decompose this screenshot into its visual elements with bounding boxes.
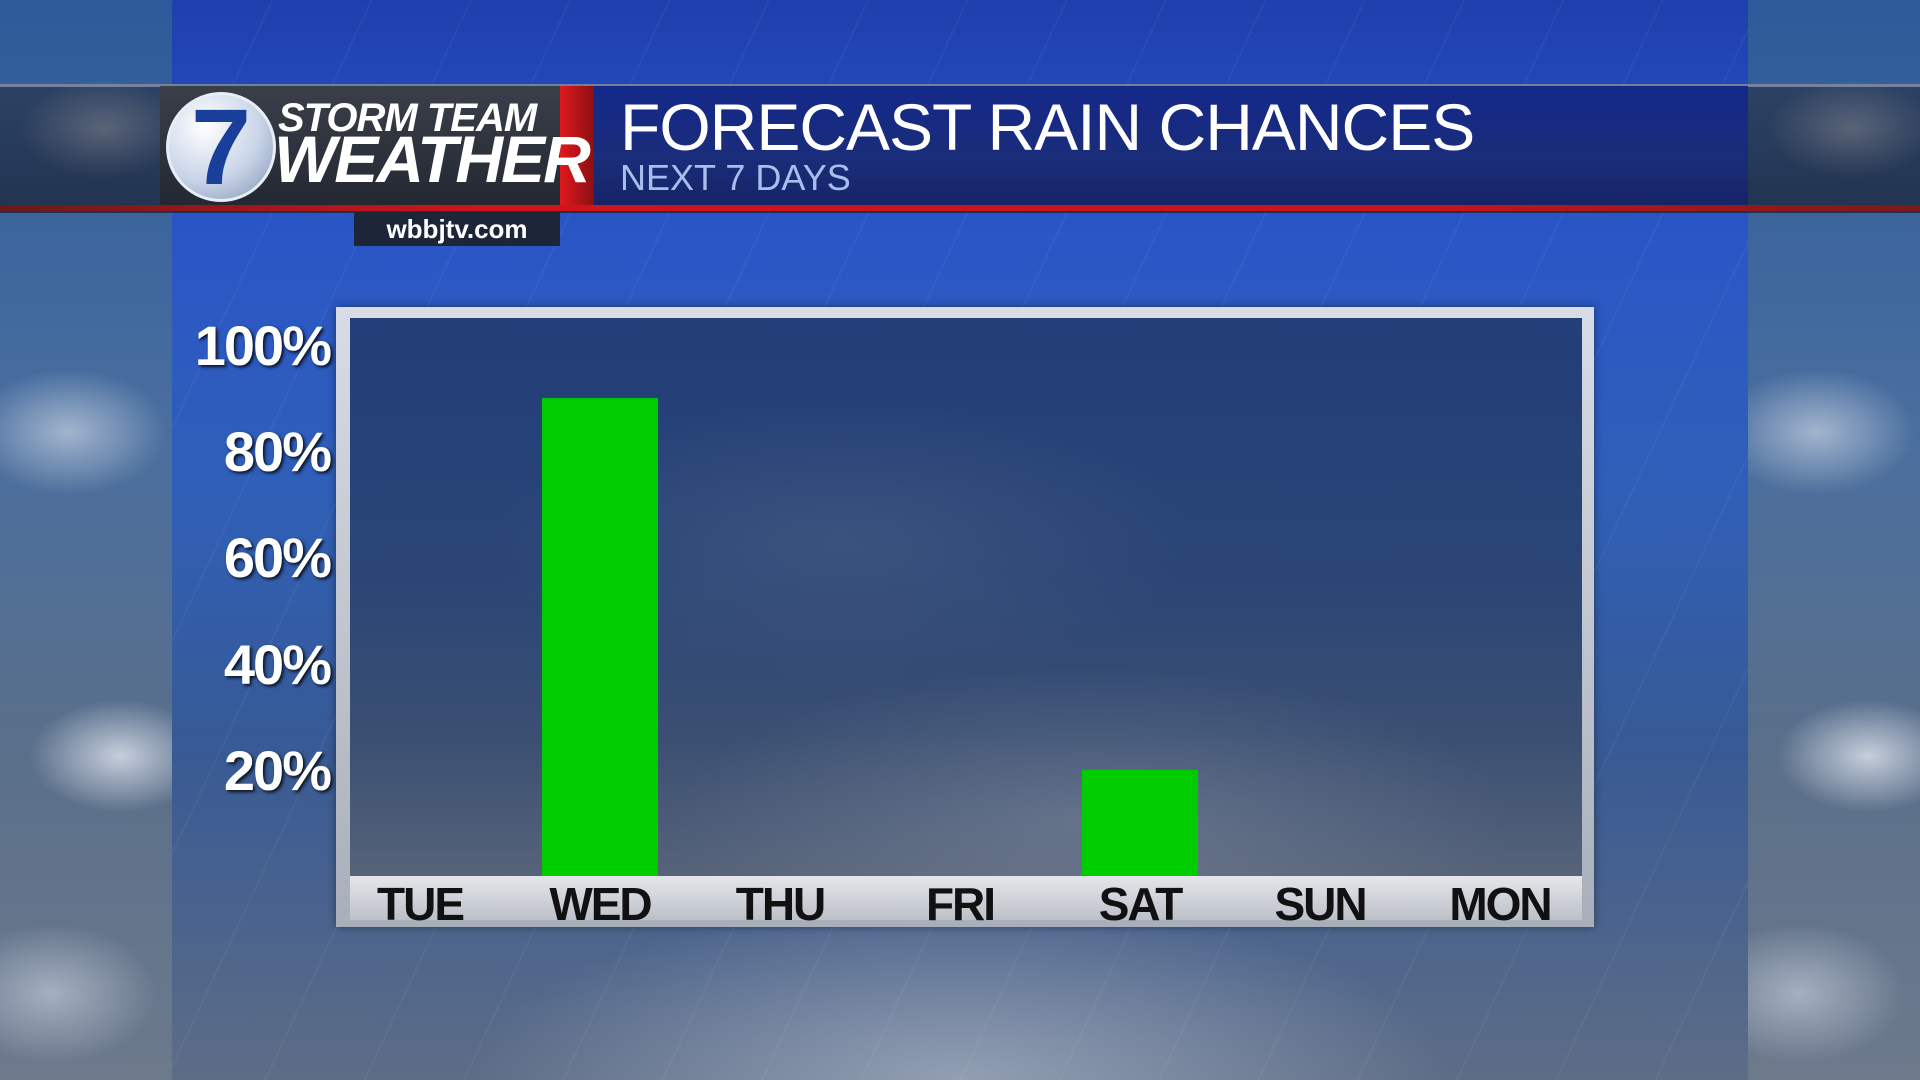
x-tick-thu: THU bbox=[735, 878, 827, 930]
logo-red-bar bbox=[560, 86, 594, 208]
bar-wed bbox=[542, 398, 658, 876]
bar-sat bbox=[1082, 769, 1198, 876]
x-tick-wed: WED bbox=[549, 878, 652, 930]
x-tick-mon: MON bbox=[1449, 878, 1552, 930]
logo-line2: WEATHER bbox=[274, 122, 591, 196]
y-tick-100: 100% bbox=[194, 314, 332, 377]
site-url: wbbjtv.com bbox=[354, 212, 560, 246]
chart-title: FORECAST RAIN CHANCES bbox=[620, 90, 1475, 164]
x-tick-sun: SUN bbox=[1274, 878, 1367, 930]
title-box bbox=[594, 86, 1748, 206]
logo-line1: STORM TEAM bbox=[278, 96, 537, 140]
x-axis-bar bbox=[350, 876, 1582, 920]
header-red-stripe bbox=[0, 205, 1920, 211]
chart-subtitle: NEXT 7 DAYS bbox=[620, 157, 851, 198]
y-tick-60: 60% bbox=[223, 526, 332, 590]
logo-circle-icon bbox=[166, 92, 276, 202]
logo-number: 7 bbox=[190, 86, 252, 207]
y-tick-40: 40% bbox=[223, 632, 332, 696]
y-tick-20: 20% bbox=[223, 738, 332, 802]
y-tick-80: 80% bbox=[223, 420, 332, 484]
x-tick-fri: FRI bbox=[925, 878, 996, 930]
x-tick-tue: TUE bbox=[377, 878, 465, 930]
x-tick-sat: SAT bbox=[1098, 878, 1184, 930]
